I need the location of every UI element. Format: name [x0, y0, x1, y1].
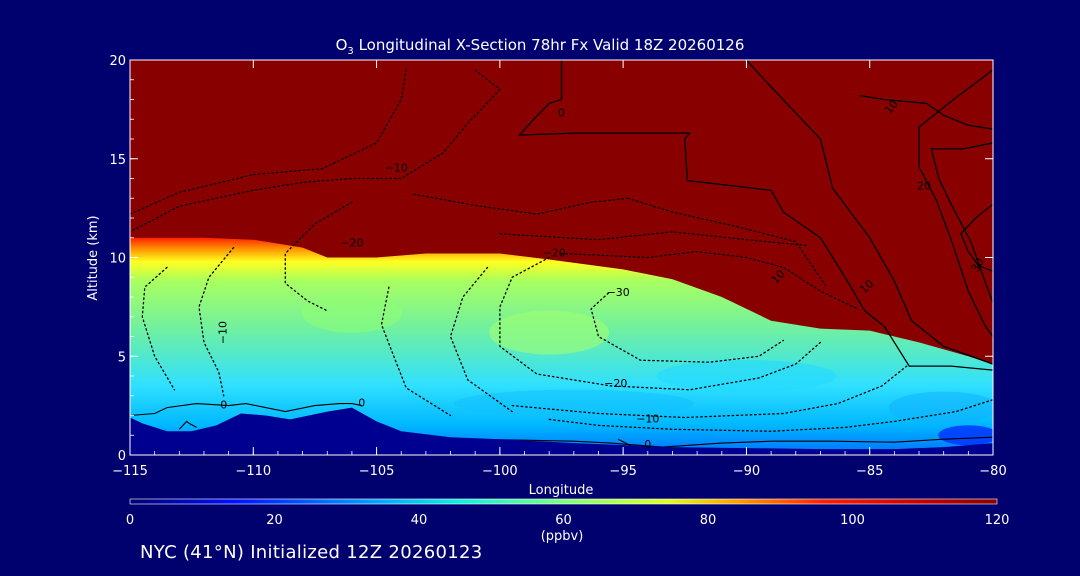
contour-line-positive [178, 420, 197, 430]
colorbar-tick-label: 20 [266, 513, 283, 528]
contour-line-negative [548, 399, 993, 432]
colorbar [129, 498, 998, 505]
y-tick-label: 15 [109, 153, 126, 168]
contour-lines [130, 60, 993, 453]
concentration-patch [301, 292, 402, 333]
concentration-patches [301, 292, 993, 446]
colorbar-tick-label: 80 [700, 513, 717, 528]
concentration-patch [453, 389, 694, 418]
colorbar-tick-label: 40 [411, 513, 428, 528]
contour-label: −20 [542, 247, 565, 260]
contour-label: −20 [604, 377, 627, 390]
colorbar-tick-label: 100 [840, 513, 865, 528]
x-tick-label: −110 [235, 464, 271, 479]
terrain [130, 407, 993, 455]
concentration-patch [656, 360, 837, 392]
contour-line-negative [380, 286, 452, 417]
contour-line-negative [627, 197, 826, 286]
concentration-patch [938, 425, 993, 446]
y-tick-label: 0 [118, 449, 126, 464]
x-axis-ticks: −115 −110 −105 −100 −95 −90 −85 −80 [112, 60, 1007, 479]
contour-line-negative [130, 69, 501, 233]
x-tick-label: −80 [979, 464, 1006, 479]
x-tick-label: −85 [856, 464, 883, 479]
contour-line-positive [130, 403, 362, 417]
footer-caption: NYC (41°N) Initialized 12Z 20260123 [140, 542, 483, 563]
y-axis-ticks: 0 5 10 15 20 [109, 54, 993, 464]
contour-label: 0 [644, 438, 651, 451]
x-tick-label: −105 [359, 464, 395, 479]
contour-label: −30 [607, 286, 630, 299]
contour-label: −10 [385, 162, 408, 175]
concentration-patch [888, 391, 993, 424]
colorbar-ticks: 0 20 40 60 80 100 120 [126, 513, 1010, 528]
contour-line-negative [198, 246, 235, 397]
contour-label: 0 [220, 399, 227, 412]
contour-line-positive [918, 69, 993, 337]
y-tick-label: 5 [118, 350, 126, 365]
contour-line-positive [518, 60, 993, 371]
x-tick-label: −90 [733, 464, 760, 479]
x-tick-label: −95 [609, 464, 636, 479]
contour-label: 30 [969, 256, 987, 275]
contour-line-positive [859, 94, 993, 130]
y-axis-label: Altitude (km) [86, 215, 101, 300]
contour-label: −10 [217, 321, 230, 344]
contour-label: −10 [636, 412, 659, 425]
y-tick-label: 20 [109, 54, 126, 69]
contour-label: 0 [358, 397, 365, 410]
contour-line-negative [590, 292, 785, 363]
contour-line-negative [141, 266, 176, 391]
contour-line-negative [412, 193, 629, 215]
contour-label: 20 [917, 179, 931, 192]
contour-line-negative [130, 69, 407, 215]
colorbar-tick-label: 120 [985, 513, 1010, 528]
contour-label: 0 [558, 106, 565, 119]
x-tick-label: −100 [482, 464, 518, 479]
colorbar-tick-label: 60 [555, 513, 572, 528]
contour-line-negative [499, 256, 822, 391]
x-axis-label: Longitude [529, 483, 594, 498]
colorbar-unit: (ppbv) [541, 529, 584, 544]
contour-line-positive [930, 142, 993, 304]
contour-label: −20 [340, 237, 363, 250]
concentration-patch [489, 310, 610, 355]
contour-line-negative [511, 365, 908, 419]
y-tick-label: 10 [109, 252, 126, 267]
contour-line-negative [449, 266, 513, 413]
x-tick-label: −115 [112, 464, 148, 479]
colorbar-tick-label: 0 [126, 513, 134, 528]
contour-line-positive [455, 436, 993, 448]
chart-title: O3 Longitudinal X-Section 78hr Fx Valid … [336, 36, 745, 57]
contour-line-positive [745, 60, 993, 365]
contour-line-negative [284, 201, 353, 312]
contour-line-negative [560, 250, 859, 310]
contour-line-positive [960, 203, 993, 272]
